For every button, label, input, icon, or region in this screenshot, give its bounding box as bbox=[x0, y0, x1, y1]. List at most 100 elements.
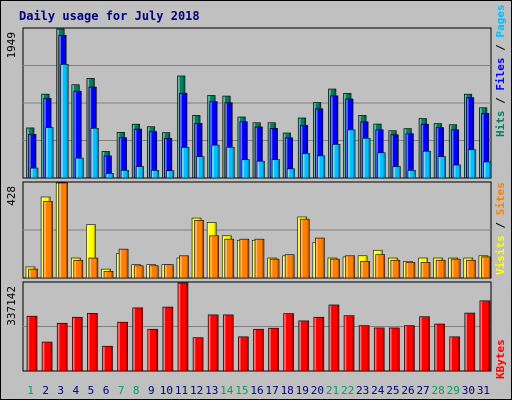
bar-files-day-6-highlight bbox=[104, 156, 107, 178]
bar-visits-day-19-highlight bbox=[298, 217, 300, 278]
bar-kbytes-day-30-fill bbox=[464, 312, 476, 372]
bar-pages-day-31-highlight bbox=[484, 162, 486, 178]
bar-sites-day-28-highlight bbox=[436, 260, 439, 278]
bar-files-day-24-highlight bbox=[376, 130, 378, 178]
bar-sites-day-1-highlight bbox=[29, 269, 31, 278]
bar-kbytes-day-1-fill bbox=[26, 315, 38, 372]
bar-files-day-5-highlight bbox=[89, 87, 92, 178]
bar-visits-day-8-highlight bbox=[132, 265, 134, 278]
legend-part: / bbox=[494, 215, 507, 235]
bar-hits-day-15-highlight bbox=[238, 117, 241, 178]
bar-kbytes-day-21-shade bbox=[337, 305, 339, 371]
bar-pages-day-27-highlight bbox=[423, 151, 426, 178]
bar-sites-day-12 bbox=[194, 219, 204, 279]
bar-kbytes-day-22-fill bbox=[343, 315, 355, 372]
legend-part: / bbox=[494, 91, 507, 111]
bar-pages-day-29-fill bbox=[452, 164, 462, 179]
bar-files-day-16-highlight bbox=[255, 127, 258, 178]
legend-part: / bbox=[494, 38, 507, 58]
bar-sites-day-26-shade bbox=[413, 263, 415, 278]
x-tick-label-day-13: 13 bbox=[205, 384, 218, 397]
bar-hits-day-21-highlight bbox=[329, 89, 331, 178]
bar-pages-day-5-shade bbox=[96, 128, 98, 178]
bar-kbytes-day-14 bbox=[222, 314, 234, 372]
bar-sites-day-22 bbox=[345, 255, 355, 279]
bar-visits-day-20-highlight bbox=[313, 243, 316, 278]
bar-sites-day-16-fill bbox=[254, 238, 265, 279]
x-tick-label-day-28: 28 bbox=[432, 384, 445, 397]
bar-pages-day-18-highlight bbox=[287, 169, 290, 178]
x-tick-label-day-26: 26 bbox=[401, 384, 414, 397]
bar-kbytes-day-25-fill bbox=[389, 327, 400, 372]
bar-sites-day-24-highlight bbox=[376, 255, 378, 278]
bar-hits-day-29-highlight bbox=[449, 125, 452, 178]
bar-pages-day-25-highlight bbox=[393, 167, 396, 178]
bar-pages-day-26-highlight bbox=[408, 170, 411, 178]
bar-pages-day-20-highlight bbox=[317, 156, 320, 178]
x-tick-label-day-5: 5 bbox=[88, 384, 95, 397]
panel-visits-sites: 428 bbox=[5, 181, 492, 279]
bar-pages-day-5-highlight bbox=[91, 128, 94, 178]
bar-files-day-1-shade bbox=[34, 135, 36, 178]
bar-sites-day-25-highlight bbox=[391, 260, 394, 278]
bar-visits-day-28-highlight bbox=[434, 258, 436, 278]
bar-hits-day-16-highlight bbox=[253, 123, 256, 178]
bar-kbytes-day-26-highlight bbox=[405, 326, 407, 371]
bar-pages-day-10-highlight bbox=[166, 171, 169, 178]
bar-visits-day-21-highlight bbox=[328, 258, 331, 278]
bar-pages-day-5-fill bbox=[90, 128, 99, 179]
bar-kbytes-day-2-shade bbox=[50, 342, 52, 371]
bar-sites-day-23-fill bbox=[360, 261, 370, 279]
bar-kbytes-day-12-highlight bbox=[193, 338, 196, 371]
bar-pages-day-15 bbox=[241, 159, 250, 179]
bar-pages-day-30-highlight bbox=[468, 150, 471, 178]
y-max-label: 337142 bbox=[5, 286, 18, 326]
bar-pages-day-30 bbox=[468, 149, 477, 179]
bar-kbytes-day-9-highlight bbox=[148, 329, 150, 371]
bar-hits-day-19-highlight bbox=[298, 118, 301, 178]
bar-sites-day-14-shade bbox=[232, 239, 234, 278]
bar-sites-day-7-fill bbox=[118, 248, 129, 279]
bar-visits-day-26-highlight bbox=[404, 261, 406, 278]
bar-sites-day-14 bbox=[224, 238, 235, 279]
bar-sites-day-18-highlight bbox=[285, 255, 288, 278]
x-tick-label-day-4: 4 bbox=[73, 384, 80, 397]
bar-pages-day-1-highlight bbox=[31, 168, 33, 178]
bar-pages-day-21-shade bbox=[338, 144, 340, 178]
bar-sites-day-4-fill bbox=[73, 259, 84, 279]
bar-sites-day-26-fill bbox=[405, 262, 416, 279]
bar-pages-day-9-shade bbox=[157, 170, 159, 178]
y-max-label: 428 bbox=[5, 186, 18, 206]
bar-visits-day-11-highlight bbox=[177, 258, 180, 278]
bar-files-day-28-shade bbox=[442, 128, 444, 178]
bar-hits-day-9-highlight bbox=[147, 127, 150, 178]
bar-pages-day-14-fill bbox=[226, 146, 235, 179]
x-tick-label-day-23: 23 bbox=[356, 384, 369, 397]
bar-pages-day-18-fill bbox=[286, 168, 295, 179]
x-tick-label-day-21: 21 bbox=[326, 384, 339, 397]
bar-files-day-30-highlight bbox=[466, 98, 469, 178]
bar-kbytes-day-28-fill bbox=[434, 323, 445, 372]
bar-pages-day-28-fill bbox=[437, 156, 446, 179]
bar-hits-day-25-highlight bbox=[389, 131, 392, 178]
bar-sites-day-2 bbox=[43, 201, 53, 279]
bar-kbytes-day-19 bbox=[298, 320, 310, 372]
x-tick-label-day-25: 25 bbox=[386, 384, 399, 397]
bar-sites-day-19-highlight bbox=[300, 219, 303, 278]
bar-sites-day-5-fill bbox=[88, 257, 99, 279]
bar-pages-day-7-shade bbox=[126, 170, 128, 178]
bar-pages-day-18 bbox=[286, 168, 295, 179]
bar-hits-day-2-highlight bbox=[42, 94, 44, 178]
bar-kbytes-day-27-fill bbox=[419, 316, 430, 372]
bar-pages-day-10-shade bbox=[172, 171, 174, 178]
bar-visits-day-13-highlight bbox=[207, 223, 210, 278]
bar-pages-day-8-shade bbox=[142, 167, 144, 178]
bar-files-day-9-highlight bbox=[149, 132, 152, 178]
bar-pages-day-2 bbox=[45, 127, 54, 179]
bar-sites-day-9-shade bbox=[156, 266, 158, 278]
bar-sites-day-8-highlight bbox=[134, 266, 137, 278]
bar-pages-day-6-fill bbox=[105, 173, 114, 179]
bar-sites-day-11-fill bbox=[179, 255, 189, 279]
bar-kbytes-day-18 bbox=[283, 313, 294, 372]
